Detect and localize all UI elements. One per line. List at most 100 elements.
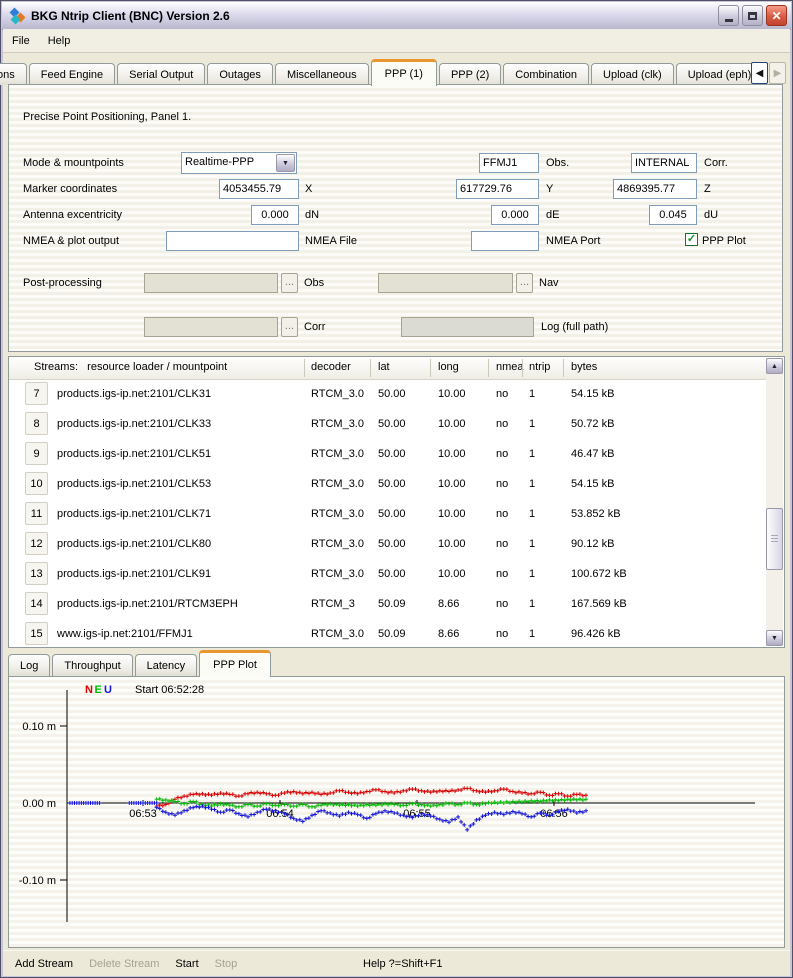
marker-y-input[interactable]: 617729.76 bbox=[456, 179, 539, 199]
delete-stream-button[interactable]: Delete Stream bbox=[89, 957, 160, 970]
cell-decoder: RTCM_3.0 bbox=[311, 568, 364, 580]
antenna-de-input[interactable]: 0.000 bbox=[491, 205, 539, 225]
tab-miscellaneous[interactable]: Miscellaneous bbox=[274, 63, 369, 85]
postproc-log-input[interactable] bbox=[401, 317, 534, 337]
cell-decoder: RTCM_3.0 bbox=[311, 418, 364, 430]
table-row[interactable]: 9 products.igs-ip.net:2101/CLK51 RTCM_3.0 5… bbox=[9, 439, 766, 469]
maximize-button[interactable] bbox=[742, 5, 763, 26]
mode-mountpoints-select[interactable]: Realtime-PPP ▼ bbox=[181, 152, 297, 174]
postproc-nav-input[interactable] bbox=[378, 273, 513, 293]
tab-scroll-right-button[interactable]: ▶ bbox=[769, 62, 786, 84]
mode-value: Realtime-PPP bbox=[185, 156, 255, 168]
cell-long: 10.00 bbox=[438, 388, 466, 400]
marker-x-input[interactable]: 4053455.79 bbox=[219, 179, 299, 199]
tab-upload-eph[interactable]: Upload (eph) bbox=[675, 63, 764, 85]
antenna-du-input[interactable]: 0.045 bbox=[649, 205, 697, 225]
cell-long: 10.00 bbox=[438, 448, 466, 460]
cell-decoder: RTCM_3.0 bbox=[311, 448, 364, 460]
cell-bytes: 90.12 kB bbox=[571, 538, 615, 550]
cell-ntrip: 1 bbox=[529, 388, 536, 400]
browse-obs-button[interactable]: ... bbox=[281, 273, 298, 293]
table-row[interactable]: 8 products.igs-ip.net:2101/CLK33 RTCM_3.0 5… bbox=[9, 409, 766, 439]
table-row[interactable]: 13 products.igs-ip.net:2101/CLK91 RTCM_3.0… bbox=[9, 559, 766, 589]
combo-button[interactable]: ▼ bbox=[276, 154, 295, 172]
table-row[interactable]: 10 products.igs-ip.net:2101/CLK53 RTCM_3.0… bbox=[9, 469, 766, 499]
bottom-tab-latency[interactable]: Latency bbox=[134, 654, 198, 676]
tab-ppp-1[interactable]: PPP (1) bbox=[370, 59, 437, 86]
table-row[interactable]: 12 products.igs-ip.net:2101/CLK80 RTCM_3.0… bbox=[9, 529, 766, 559]
bottom-tab-ppp-plot[interactable]: PPP Plot bbox=[199, 650, 271, 677]
tab-ctions[interactable]: ctions bbox=[0, 63, 27, 85]
cell-decoder: RTCM_3.0 bbox=[311, 508, 364, 520]
header-long: long bbox=[438, 361, 459, 373]
cell-bytes: 96.426 kB bbox=[571, 628, 621, 640]
nmea-file-input[interactable] bbox=[166, 231, 299, 251]
bottom-tab-log[interactable]: Log bbox=[8, 654, 51, 676]
cell-lat: 50.00 bbox=[378, 418, 406, 430]
svg-text:06:53: 06:53 bbox=[129, 808, 157, 820]
cell-nmea: no bbox=[496, 538, 509, 550]
cell-long: 10.00 bbox=[438, 418, 466, 430]
cell-ntrip: 1 bbox=[529, 448, 536, 460]
ppp-plot-checkbox[interactable]: ✓ bbox=[685, 233, 698, 246]
tab-upload-clk[interactable]: Upload (clk) bbox=[591, 63, 674, 85]
postproc-obs-input[interactable] bbox=[144, 273, 278, 293]
minimize-button[interactable] bbox=[718, 5, 739, 26]
table-row[interactable]: 14 products.igs-ip.net:2101/RTCM3EPH RTCM_… bbox=[9, 589, 766, 619]
tab-feed-engine[interactable]: Feed Engine bbox=[28, 63, 116, 85]
svg-text:0.10 m: 0.10 m bbox=[22, 721, 56, 733]
antenna-de-label: dE bbox=[546, 209, 560, 221]
streams-table: Streams: resource loader / mountpoint de… bbox=[8, 356, 785, 648]
row-number: 8 bbox=[25, 412, 48, 435]
menu-item-file[interactable]: File bbox=[12, 34, 30, 47]
marker-label: Marker coordinates bbox=[23, 183, 118, 195]
scrollbar-thumb[interactable] bbox=[766, 508, 783, 570]
tab-ppp-2[interactable]: PPP (2) bbox=[438, 63, 502, 85]
marker-z-input[interactable]: 4869395.77 bbox=[613, 179, 697, 199]
start-button[interactable]: Start bbox=[175, 957, 199, 970]
cell-ntrip: 1 bbox=[529, 478, 536, 490]
menu-item-help[interactable]: Help bbox=[47, 34, 71, 47]
nmea-port-input[interactable] bbox=[471, 231, 539, 251]
table-scrollbar[interactable]: ▲ ▼ bbox=[766, 358, 783, 646]
table-row[interactable]: 7 products.igs-ip.net:2101/CLK31 RTCM_3.0 5… bbox=[9, 379, 766, 409]
obs-label: Obs. bbox=[546, 157, 570, 169]
cell-nmea: no bbox=[496, 628, 509, 640]
tab-scroll-left-button[interactable]: ◀ bbox=[751, 62, 768, 84]
nmea-label: NMEA & plot output bbox=[23, 235, 119, 247]
header-ntrip: ntrip bbox=[529, 361, 551, 373]
tab-outages[interactable]: Outages bbox=[207, 63, 273, 85]
cell-mountpoint: products.igs-ip.net:2101/CLK91 bbox=[57, 568, 212, 580]
header-decoder: decoder bbox=[311, 361, 351, 373]
corr-mountpoint-input[interactable]: INTERNAL bbox=[631, 153, 697, 173]
svg-text:06:55: 06:55 bbox=[403, 808, 431, 820]
obs-mountpoint-input[interactable]: FFMJ1 bbox=[479, 153, 539, 173]
tab-serial-output[interactable]: Serial Output bbox=[117, 63, 206, 85]
bottom-tab-throughput[interactable]: Throughput bbox=[52, 654, 133, 676]
browse-nav-button[interactable]: ... bbox=[516, 273, 533, 293]
scroll-up-button[interactable]: ▲ bbox=[766, 358, 783, 374]
tab-combination[interactable]: Combination bbox=[503, 63, 590, 85]
cell-mountpoint: www.igs-ip.net:2101/FFMJ1 bbox=[57, 628, 193, 640]
cell-lat: 50.09 bbox=[378, 628, 406, 640]
antenna-dn-input[interactable]: 0.000 bbox=[251, 205, 299, 225]
dropdown-arrow-icon: ▼ bbox=[282, 159, 289, 167]
postproc-log-label: Log (full path) bbox=[541, 321, 609, 333]
browse-corr-button[interactable]: ... bbox=[281, 317, 298, 337]
stop-button[interactable]: Stop bbox=[214, 957, 238, 970]
table-row[interactable]: 11 products.igs-ip.net:2101/CLK71 RTCM_3.0… bbox=[9, 499, 766, 529]
svg-text:-0.10 m: -0.10 m bbox=[19, 875, 56, 887]
scroll-down-icon: ▼ bbox=[771, 634, 778, 642]
ppp-plot-panel: 0.10 m 0.00 m -0.10 m 06:53 06:54 06:55 06:56 N… bbox=[8, 676, 785, 948]
postproc-corr-input[interactable] bbox=[144, 317, 278, 337]
tab-scrollers: ◀ ▶ bbox=[751, 62, 786, 84]
cell-nmea: no bbox=[496, 568, 509, 580]
close-button[interactable]: ✕ bbox=[766, 5, 787, 26]
add-stream-button[interactable]: Add Stream bbox=[15, 957, 74, 970]
cell-ntrip: 1 bbox=[529, 538, 536, 550]
cell-bytes: 54.15 kB bbox=[571, 478, 615, 490]
table-row[interactable]: 15 www.igs-ip.net:2101/FFMJ1 RTCM_3.0 50.09… bbox=[9, 619, 766, 649]
postproc-label: Post-processing bbox=[23, 277, 102, 289]
scroll-down-button[interactable]: ▼ bbox=[766, 630, 783, 646]
